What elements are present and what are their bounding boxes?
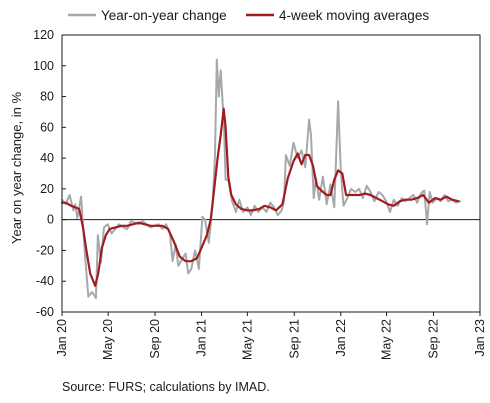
series-line-year-on-year: [61, 58, 462, 300]
x-tick-label: Sep 22: [426, 319, 440, 359]
y-tick-label: -40: [36, 274, 54, 288]
x-tick-label: Sep 21: [287, 319, 301, 359]
y-tick-label: 40: [40, 151, 54, 165]
y-tick-label: 80: [40, 90, 54, 104]
y-axis: 120 100 80 60 40 20 0 -20 -40 -60: [33, 28, 480, 319]
plot-frame: [61, 34, 481, 313]
y-tick-label: -20: [36, 243, 54, 257]
x-tick-label: Jan 20: [55, 319, 69, 357]
y-axis-title: Year on year change, in %: [9, 92, 24, 244]
x-tick-label: Jan 21: [195, 319, 209, 357]
y-tick-label: 60: [40, 120, 54, 134]
x-tick-label: Sep 20: [148, 319, 162, 359]
y-tick-label: -60: [36, 305, 54, 319]
x-axis: Jan 20 May 20 Sep 20 Jan 21 May 21 Sep 21 Jan …: [55, 312, 487, 360]
y-tick-label: 20: [40, 182, 54, 196]
x-tick-label: Jan 22: [334, 319, 348, 357]
y-tick-label: 0: [47, 213, 54, 227]
source-note: Source: FURS; calculations by IMAD.: [62, 380, 270, 394]
x-tick-label: Jan 23: [473, 319, 487, 357]
y-tick-label: 120: [33, 28, 54, 42]
plot-area: [60, 58, 462, 300]
series-line-moving-average: [60, 107, 460, 287]
legend-label-moving-average: 4-week moving averages: [279, 8, 429, 23]
legend-label-year-on-year: Year-on-year change: [101, 8, 227, 23]
legend: Year-on-year change 4-week moving averag…: [68, 8, 429, 23]
x-tick-label: May 21: [240, 319, 254, 360]
y-tick-label: 100: [33, 59, 54, 73]
x-tick-label: May 20: [101, 319, 115, 360]
x-tick-label: May 22: [380, 319, 394, 360]
